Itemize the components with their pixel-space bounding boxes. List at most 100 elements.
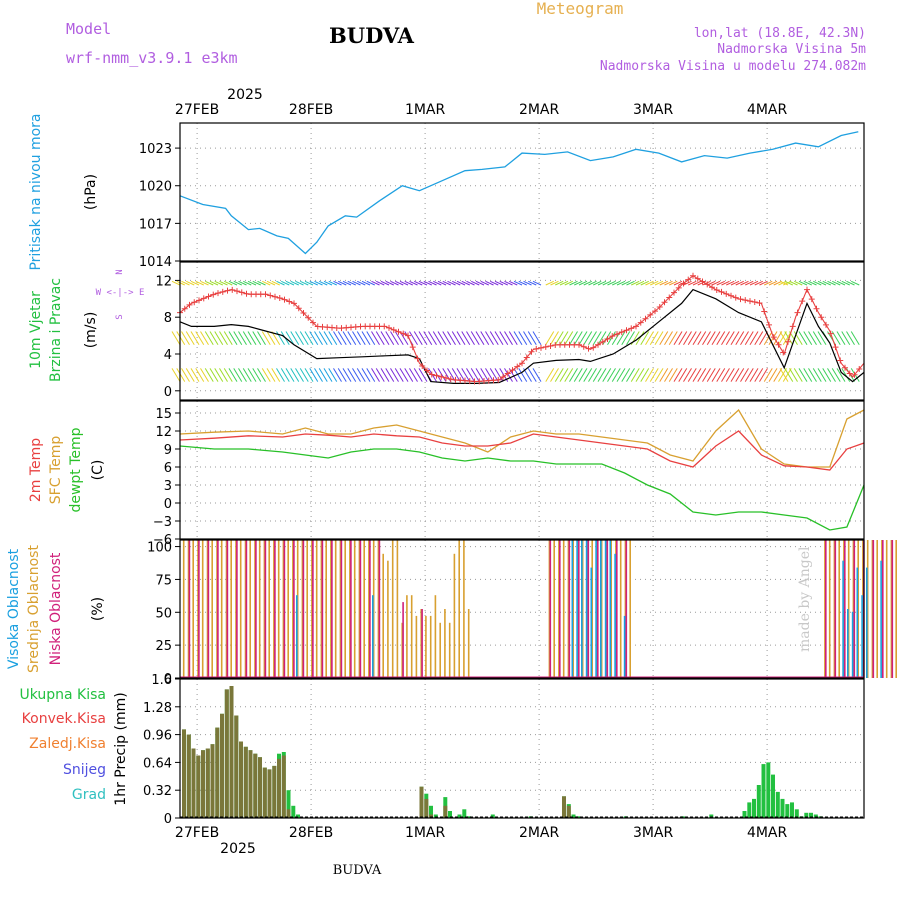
temp-sfc-label: SFC Temp [48,436,64,505]
wind-barb [706,331,716,346]
wind-barb [735,368,745,382]
wind-barb [366,331,376,346]
wind-barb [205,280,214,286]
gust-marker [827,330,834,337]
wind-barb [494,280,504,286]
wind-barb [214,280,223,286]
wind-barb [418,280,428,286]
cloud-bar [833,540,836,678]
wind-barb [759,331,768,346]
wind-barb [204,331,214,346]
bottom-day-label: 4MAR [747,825,788,841]
precip-conv-bar [424,798,429,818]
gust-marker [281,296,288,303]
wind-barb [366,368,376,382]
gust-marker [495,376,502,383]
cloud-bar [315,540,318,678]
wind-barb [494,368,504,382]
cloud-bar [885,540,888,678]
wind-barb [559,280,569,286]
wind-barb [390,368,399,382]
gust-marker [205,293,212,300]
gust-marker [238,289,245,296]
wind-barb [489,331,499,346]
wind-barb [711,280,721,286]
wind-barb [456,331,466,346]
cloud-bar [559,540,561,678]
cloud-bar [350,540,352,678]
gust-marker [794,309,801,316]
wind-barb [650,280,659,286]
wind-barb [428,280,437,286]
wind-barb [499,331,509,346]
wind-barb [545,368,555,382]
cloud-bar [372,595,374,678]
wind-barb [692,368,702,382]
cloud-bar [236,540,238,678]
gust-marker [538,344,544,351]
wind-barb [798,280,808,286]
wind-barb [678,331,688,346]
gust-marker [785,338,791,345]
wind-barb [740,331,749,346]
wind-barb [626,331,635,346]
precip-conv-bar [248,750,253,818]
gust-marker [718,288,725,295]
gust-marker [419,362,426,369]
wind-barb [716,280,725,286]
y-tick-label: 1020 [139,180,172,195]
cloud-bar [387,560,389,678]
cloud-bar [273,540,275,678]
gust-marker [210,291,217,298]
gust-marker [409,344,416,351]
cloud-bar [861,595,863,678]
wind-barb [190,331,200,346]
pressure-line [179,131,859,255]
cloud-bar [296,595,298,678]
gust-marker [447,376,454,383]
wind-barb [649,368,659,382]
precip-conv-bar [239,741,243,818]
wind-barb [271,368,281,382]
wind-barb [394,368,404,382]
precip-conv-bar [262,767,267,818]
cloud-bar [581,540,584,678]
cloud-bar [311,540,313,678]
wind-barb [238,280,247,286]
wind-barb [673,331,683,346]
wind-barb [409,368,418,382]
y-tick-label: 0 [164,812,172,827]
gust-marker [723,290,730,297]
wind-barb [597,280,607,286]
wind-barb [588,280,597,286]
gust-marker [766,321,772,328]
wind-barb [257,368,266,382]
wind-barb [299,368,309,382]
wind-barb [550,280,559,286]
gust-marker [276,295,283,302]
temp-units: (C) [90,460,106,481]
cloud-bar [857,540,859,678]
wind-barb [616,368,626,382]
cloud-bar [891,540,894,678]
wind-barb [233,280,242,286]
y-tick-label: 0.32 [143,784,172,799]
gust-marker [542,343,549,350]
cloud-bar [610,540,612,678]
wind-barb [513,280,523,286]
precip-total-bar [761,764,766,818]
precip-conv-bar [566,805,571,818]
precip-total-bar [752,798,756,818]
precip-conv-bar [277,758,281,818]
gust-marker [804,286,810,293]
wind-barb [190,280,200,286]
wind-barb [242,368,252,382]
cloud-bar [302,540,305,678]
cloud-bar [301,540,304,678]
wind-barb [504,368,513,382]
wind-barb [649,331,659,346]
gust-marker [262,291,269,298]
wind-barb [190,368,200,382]
wind-barb [735,280,744,286]
precip-total-bar [794,809,799,818]
